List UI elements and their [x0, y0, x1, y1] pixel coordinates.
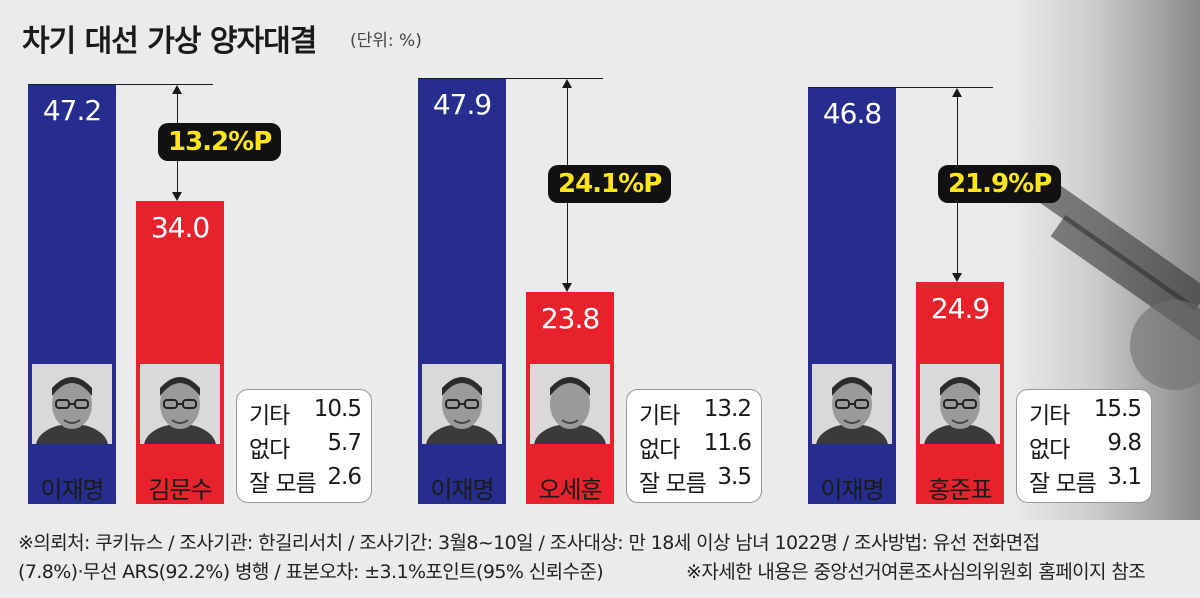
others-value: 15.5 [1093, 396, 1142, 422]
candidate-photo [920, 364, 1000, 444]
candidate-name: 이재명 [820, 476, 884, 504]
others-value: 13.2 [703, 396, 752, 422]
matchup-panel-2: 47.9 23.8 24.1%P 이재명 오세훈 기타 13.2 없다 11.6 잘 모름 3.5 [390, 0, 770, 520]
bar-value-label: 34.0 [150, 211, 210, 245]
others-value: 3.5 [717, 464, 752, 490]
others-value: 3.1 [1107, 464, 1142, 490]
candidate-name: 이재명 [40, 476, 104, 504]
gap-arrow-head-up [952, 88, 962, 98]
gap-arrow-head-down [562, 283, 572, 293]
bar-value-label: 23.8 [540, 302, 600, 336]
reference-line [418, 77, 603, 79]
gap-arrow-head-up [172, 84, 182, 94]
bar-value-label: 24.9 [930, 292, 990, 326]
others-label: 기타 [249, 403, 290, 429]
reference-line [808, 87, 993, 89]
bar-1-candidate-b [136, 201, 224, 504]
others-box: 기타 15.5 없다 9.8 잘 모름 3.1 [1016, 389, 1152, 503]
others-value: 2.6 [327, 464, 362, 490]
matchup-panel-1: 47.2 34.0 13.2%P 이재명 김문수 기타 10.5 없다 5.7 잘 모름 2.6 [0, 0, 380, 520]
reference-line [28, 83, 213, 85]
others-label: 잘 모름 [1029, 471, 1097, 497]
gap-label: 21.9%P [938, 164, 1062, 203]
candidate-photo [530, 364, 610, 444]
footer-source-line-1: ※의뢰처: 쿠키뉴스 / 조사기관: 한길리서치 / 조사기간: 3월8~10일… [18, 532, 1040, 554]
candidate-name: 홍준표 [928, 476, 992, 504]
candidate-name: 오세훈 [538, 476, 602, 504]
gap-label: 24.1%P [548, 164, 672, 203]
others-box: 기타 10.5 없다 5.7 잘 모름 2.6 [236, 389, 372, 503]
candidate-photo [140, 364, 220, 444]
others-row: 기타 10.5 [249, 396, 362, 429]
others-row: 기타 13.2 [639, 396, 752, 429]
footer-source-line-2: (7.8%)·무선 ARS(92.2%) 병행 / 표본오차: ±3.1%포인트… [18, 561, 604, 583]
gap-arrow-head-down [172, 192, 182, 202]
others-label: 잘 모름 [639, 471, 707, 497]
others-row: 기타 15.5 [1029, 396, 1142, 429]
gap-arrow-head-up [562, 78, 572, 88]
bar-value-label: 47.2 [42, 93, 102, 127]
candidate-photo [32, 364, 112, 444]
others-value: 10.5 [313, 396, 362, 422]
gap-arrow-head-down [952, 273, 962, 283]
chart-title: 차기 대선 가상 양자대결 [22, 24, 317, 59]
flag-emblem [1130, 300, 1200, 390]
candidate-name: 김문수 [148, 476, 212, 504]
others-row: 없다 5.7 [249, 430, 362, 463]
bar-value-label: 46.8 [822, 97, 882, 131]
unit-label: (단위: %) [350, 31, 422, 51]
others-label: 없다 [249, 437, 290, 463]
others-box: 기타 13.2 없다 11.6 잘 모름 3.5 [626, 389, 762, 503]
others-value: 5.7 [327, 430, 362, 456]
gap-label: 13.2%P [158, 122, 282, 161]
others-row: 잘 모름 3.1 [1029, 464, 1142, 497]
others-label: 기타 [1029, 403, 1070, 429]
others-label: 없다 [639, 437, 680, 463]
others-row: 없다 11.6 [639, 430, 752, 463]
candidate-photo [812, 364, 892, 444]
others-row: 잘 모름 3.5 [639, 464, 752, 497]
candidate-name: 이재명 [430, 476, 494, 504]
candidate-photo [422, 364, 502, 444]
others-row: 없다 9.8 [1029, 430, 1142, 463]
others-label: 없다 [1029, 437, 1070, 463]
others-value: 9.8 [1107, 430, 1142, 456]
others-label: 잘 모름 [249, 471, 317, 497]
others-label: 기타 [639, 403, 680, 429]
others-value: 11.6 [703, 430, 752, 456]
others-row: 잘 모름 2.6 [249, 464, 362, 497]
footer-note: ※자세한 내용은 중앙선거여론조사심의위원회 홈페이지 참조 [686, 561, 1146, 583]
bar-value-label: 47.9 [432, 87, 492, 121]
matchup-panel-3: 46.8 24.9 21.9%P 이재명 홍준표 기타 15.5 없다 9.8 잘 모름 3.1 [780, 0, 1160, 520]
